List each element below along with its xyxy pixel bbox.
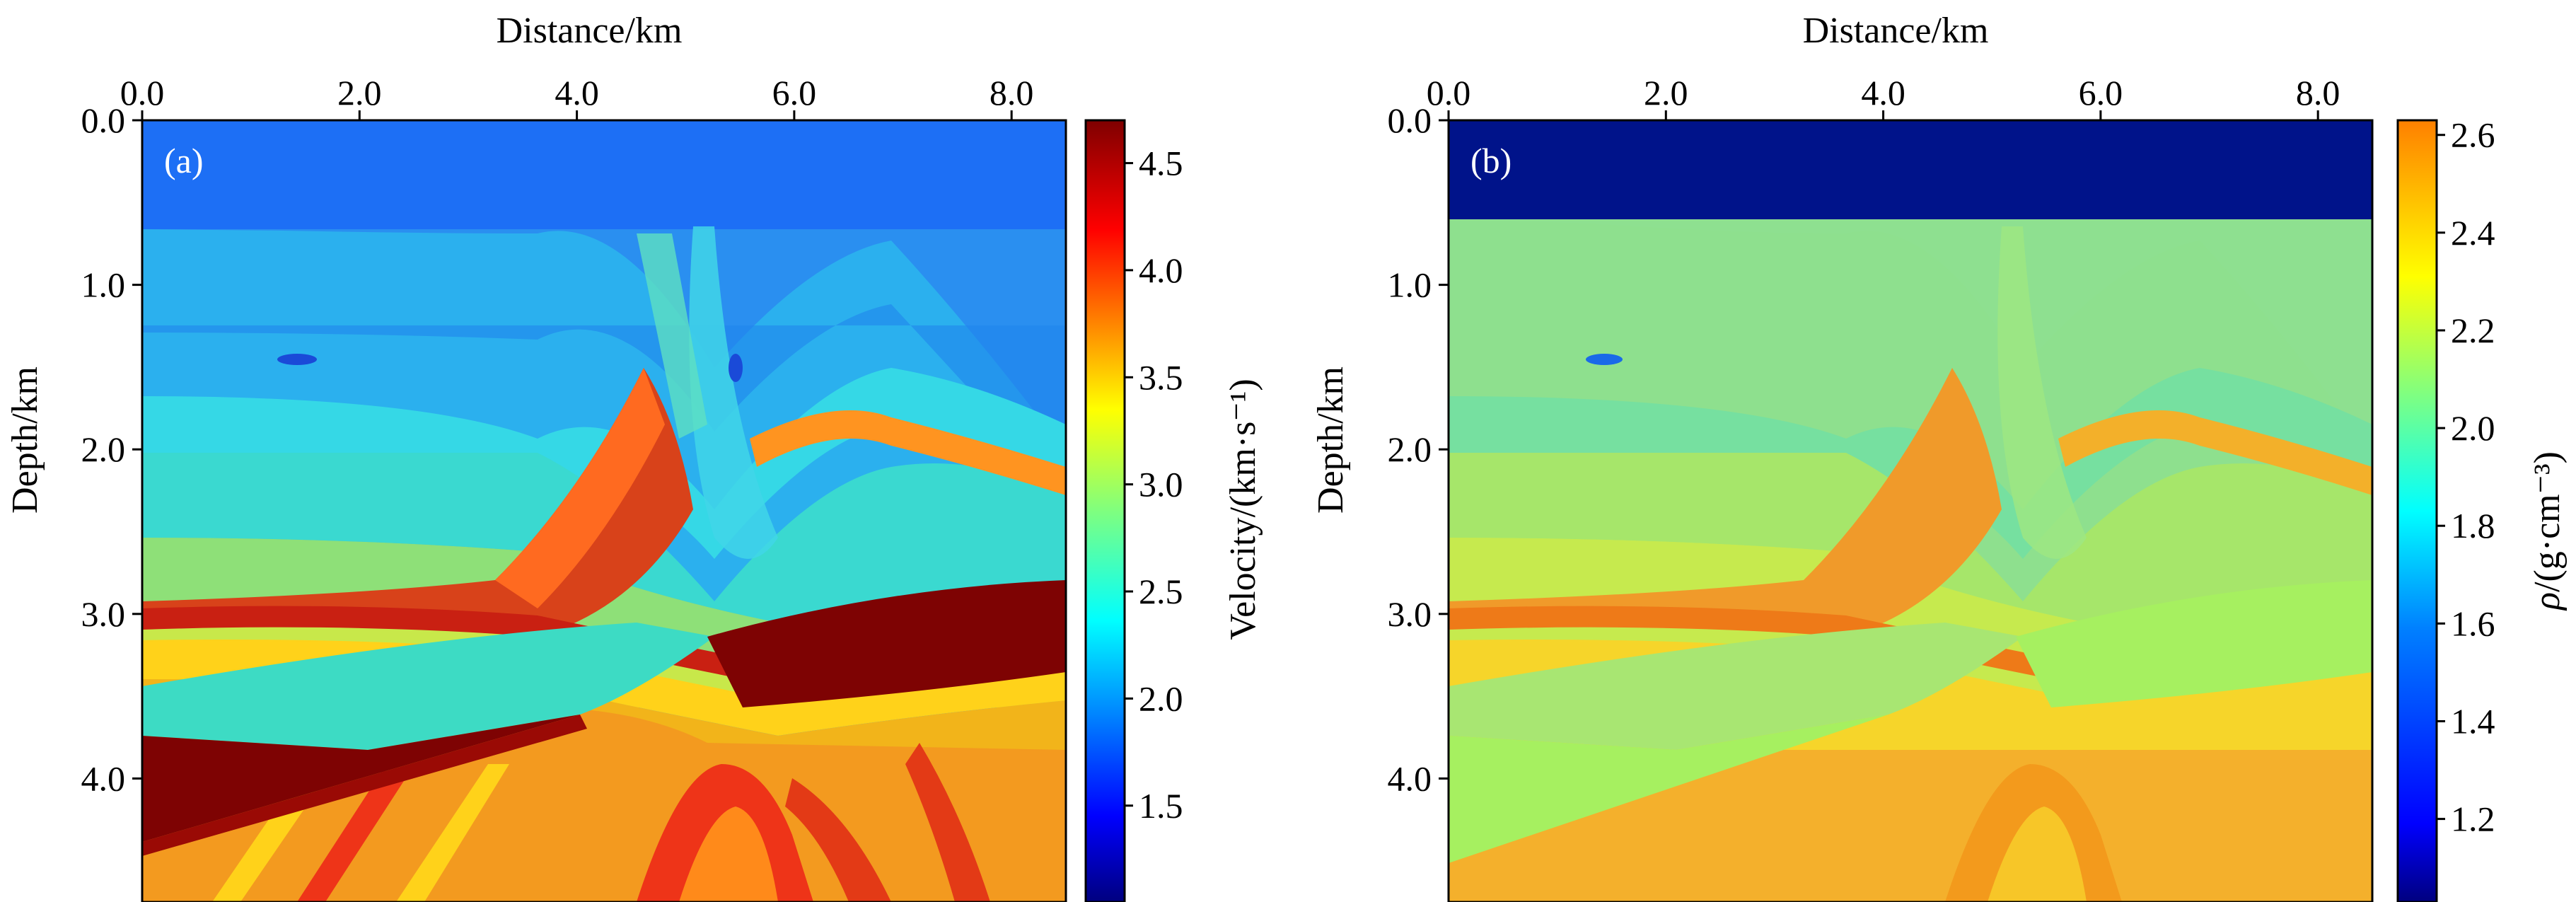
- panel-a-colorbar-ticks: 1.5 2.0 2.5 3.0 3.5 4.0 4.5: [1125, 144, 1183, 826]
- panel-a-colorbar: [1084, 119, 1126, 902]
- panel-b-colorbar: [2396, 119, 2438, 902]
- panel-b-ylabel: Depth/km: [1311, 366, 1351, 514]
- panel-a-frame: [141, 119, 1067, 902]
- x-tick-label: 4.0: [555, 73, 599, 112]
- colorbar-tick-label: 2.6: [2451, 115, 2495, 155]
- colorbar-tick-label: 1.5: [1139, 786, 1183, 826]
- panel-a-ylabel: Depth/km: [5, 366, 45, 514]
- x-tick-label: 0.0: [1427, 73, 1471, 112]
- y-tick-label: 1.0: [1388, 265, 1432, 305]
- panel-a-axes: 0.0 2.0 4.0 6.0 8.0 0.0 1.0 2.0 3.0 4.0: [81, 73, 1034, 798]
- x-tick-label: 6.0: [2079, 73, 2123, 112]
- colorbar-tick-label: 4.5: [1139, 144, 1183, 183]
- y-tick-label: 2.0: [81, 429, 126, 469]
- y-tick-label: 0.0: [1388, 100, 1432, 140]
- y-tick-label: 4.0: [81, 758, 126, 798]
- panel-b-frame: [1447, 119, 2374, 902]
- colorbar-tick-label: 2.0: [2451, 408, 2495, 448]
- colorbar-tick-label: 2.5: [1139, 572, 1183, 611]
- colorbar-tick-label: 1.6: [2451, 603, 2495, 643]
- panel-a-xlabel: Distance/km: [497, 11, 683, 51]
- panel-b-salt-wedge-left: [1449, 715, 1889, 863]
- panel-a-label: (a): [164, 141, 204, 180]
- colorbar-tick-label: 1.2: [2451, 799, 2495, 839]
- y-tick-label: 0.0: [81, 100, 126, 140]
- panel-a-salt-wedge-right: [707, 580, 1066, 707]
- panel-b-axes: 0.0 2.0 4.0 6.0 8.0 0.0 1.0 2.0 3.0 4.0: [1388, 73, 2340, 798]
- x-tick-label: 0.0: [120, 73, 165, 112]
- panel-a: Distance/km Depth/km: [5, 11, 1263, 902]
- x-tick-label: 2.0: [337, 73, 382, 112]
- panel-a-image: [142, 120, 1066, 902]
- y-tick-label: 4.0: [1388, 758, 1432, 798]
- colorbar-tick-label: 4.0: [1139, 250, 1183, 290]
- panel-b-xlabel: Distance/km: [1803, 11, 1989, 51]
- x-tick-label: 8.0: [990, 73, 1034, 112]
- colorbar-tick-label: 2.2: [2451, 311, 2495, 350]
- panel-b-image: [1449, 120, 2372, 902]
- y-tick-label: 2.0: [1388, 429, 1432, 469]
- x-tick-label: 2.0: [1644, 73, 1688, 112]
- x-tick-label: 4.0: [1861, 73, 1905, 112]
- x-tick-label: 6.0: [772, 73, 817, 112]
- panel-b-salt-wedge-right: [2016, 580, 2372, 707]
- colorbar-tick-label: 2.4: [2451, 213, 2495, 253]
- colorbar-tick-label: 1.4: [2451, 701, 2495, 741]
- panel-a-water-layer: [142, 120, 1066, 229]
- y-tick-label: 1.0: [81, 265, 126, 305]
- panel-b-colorbar-label: ρ/(g·cm⁻³): [2527, 451, 2568, 611]
- panel-b-colorbar-symbol: ρ: [2527, 592, 2568, 611]
- colorbar-tick-label: 1.8: [2451, 506, 2495, 545]
- y-tick-label: 3.0: [1388, 594, 1432, 634]
- panel-a-colorbar-label: Velocity/(km·s⁻¹): [1223, 378, 1263, 640]
- colorbar-tick-label: 2.0: [1139, 678, 1183, 718]
- y-tick-label: 3.0: [81, 594, 126, 634]
- colorbar-tick-label: 3.5: [1139, 357, 1183, 397]
- x-tick-label: 8.0: [2296, 73, 2340, 112]
- panel-b-colorbar-ticks: 1.2 1.4 1.6 1.8 2.0 2.2 2.4 2.6: [2437, 115, 2495, 839]
- panel-b: Distance/km Depth/km 0.0 2.0 4.0 6.0 8.0 0.0 1…: [1311, 11, 2568, 902]
- panel-b-colorbar-units: /(g·cm⁻³): [2527, 451, 2568, 592]
- colorbar-tick-label: 3.0: [1139, 465, 1183, 504]
- panel-b-water-layer: [1449, 120, 2372, 219]
- panel-b-label: (b): [1470, 141, 1512, 180]
